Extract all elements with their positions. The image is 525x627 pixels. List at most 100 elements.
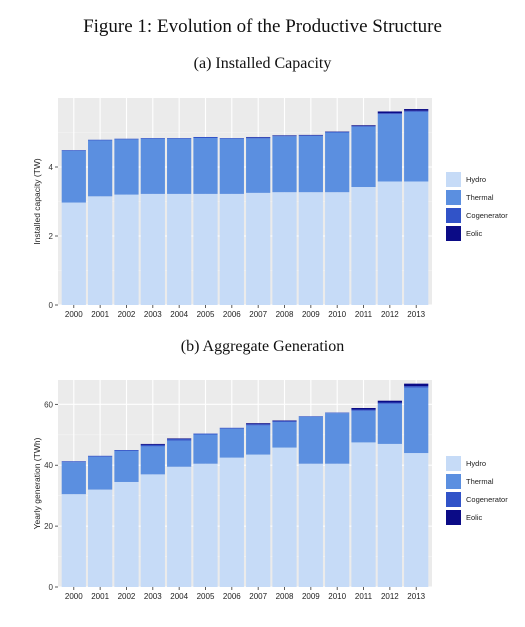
- bar-cogenerator-2007: [246, 424, 271, 426]
- bar-hydro-2009: [298, 192, 323, 305]
- bar-cogenerator-2011: [351, 125, 376, 127]
- x-tick-label-2007: 2007: [249, 310, 267, 319]
- legend-swatch-thermal: [446, 190, 461, 205]
- bar-cogenerator-2008: [272, 135, 297, 137]
- bar-hydro-2006: [219, 457, 244, 587]
- legend-label-cogenerator: Cogenerator: [466, 211, 508, 220]
- legend-label-eolic: Eolic: [466, 229, 483, 238]
- bar-thermal-2011: [351, 410, 376, 443]
- aggregate-generation-chart: 0 20 40 60 2000 2001 2002 2003 2004 2005 2006 2007 2…: [32, 380, 508, 601]
- legend-swatch-thermal: [446, 474, 461, 489]
- legend-swatch-cogenerator: [446, 208, 461, 223]
- x-tick-label-2012: 2012: [381, 310, 399, 319]
- bar-eolic-2004: [167, 438, 192, 440]
- x-tick-label-2002: 2002: [118, 592, 136, 601]
- x-tick-label-2003: 2003: [144, 592, 162, 601]
- legend-swatch-hydro: [446, 172, 461, 187]
- y-tick-label: 0: [49, 583, 54, 592]
- legend-label-thermal: Thermal: [466, 193, 494, 202]
- bar-eolic-2007: [246, 423, 271, 425]
- bar-thermal-2008: [272, 136, 297, 193]
- bar-cogenerator-2001: [88, 455, 113, 457]
- y-tick-label: 40: [44, 461, 53, 470]
- bar-cogenerator-2012: [377, 113, 402, 115]
- x-tick-label-2006: 2006: [223, 310, 241, 319]
- x-tick-label-2000: 2000: [65, 310, 83, 319]
- bar-eolic-2008: [272, 420, 297, 422]
- legend-label-cogenerator: Cogenerator: [466, 495, 508, 504]
- legend-swatch-eolic: [446, 510, 461, 525]
- x-tick-label-2006: 2006: [223, 592, 241, 601]
- installed-capacity-chart: 0 2 4 2000 2001 2002 2003 2004 2005 2006 2007 2008 2…: [32, 98, 508, 319]
- bar-cogenerator-2005: [193, 433, 218, 435]
- bar-eolic-2013: [404, 383, 429, 387]
- bar-hydro-2007: [246, 454, 271, 587]
- bar-thermal-2000: [61, 150, 86, 203]
- bar-hydro-2008: [272, 192, 297, 305]
- legend-swatch-cogenerator: [446, 492, 461, 507]
- x-tick-label-2003: 2003: [144, 310, 162, 319]
- bar-cogenerator-2009: [298, 135, 323, 136]
- bar-thermal-2004: [167, 138, 192, 194]
- bar-cogenerator-2011: [351, 409, 376, 411]
- bar-cogenerator-2003: [140, 138, 165, 139]
- bar-hydro-2005: [193, 463, 218, 587]
- bar-hydro-2001: [88, 196, 113, 305]
- bar-thermal-2010: [325, 413, 350, 464]
- bar-hydro-2003: [140, 193, 165, 305]
- bar-thermal-2007: [246, 138, 271, 193]
- bar-thermal-2001: [88, 456, 113, 490]
- bar-hydro-2012: [377, 443, 402, 587]
- bar-cogenerator-2002: [114, 450, 139, 451]
- bar-cogenerator-2004: [167, 138, 192, 139]
- bar-hydro-2010: [325, 463, 350, 587]
- bar-thermal-2008: [272, 422, 297, 448]
- bar-thermal-2007: [246, 425, 271, 455]
- bar-hydro-2004: [167, 466, 192, 587]
- bar-eolic-2011: [351, 408, 376, 410]
- legend-label-hydro: Hydro: [466, 459, 486, 468]
- legend-swatch-eolic: [446, 226, 461, 241]
- x-tick-label-2008: 2008: [276, 592, 294, 601]
- bar-hydro-2002: [114, 481, 139, 587]
- bar-hydro-2011: [351, 442, 376, 587]
- y-tick-label: 4: [49, 163, 54, 172]
- x-tick-label-2011: 2011: [355, 310, 373, 319]
- bar-cogenerator-2001: [88, 139, 113, 141]
- bar-hydro-2013: [404, 181, 429, 305]
- bar-cogenerator-2013: [404, 386, 429, 388]
- bar-cogenerator-2000: [61, 461, 86, 463]
- bar-hydro-2007: [246, 192, 271, 305]
- bar-thermal-2010: [325, 132, 350, 193]
- y-axis-label: Yearly generation (TWh): [32, 437, 42, 529]
- bar-thermal-2005: [193, 434, 218, 464]
- y-tick-label: 2: [49, 232, 54, 241]
- bar-thermal-2013: [404, 111, 429, 182]
- bar-cogenerator-2003: [140, 444, 165, 447]
- bar-thermal-2012: [377, 403, 402, 444]
- bar-hydro-2001: [88, 489, 113, 587]
- bar-cogenerator-2007: [246, 137, 271, 139]
- x-tick-label-2013: 2013: [407, 592, 425, 601]
- bar-hydro-2013: [404, 453, 429, 587]
- bar-thermal-2002: [114, 139, 139, 195]
- bar-hydro-2008: [272, 447, 297, 587]
- bar-cogenerator-2013: [404, 110, 429, 112]
- legend-label-hydro: Hydro: [466, 175, 486, 184]
- bar-hydro-2011: [351, 187, 376, 305]
- legend-label-eolic: Eolic: [466, 513, 483, 522]
- bar-cogenerator-2006: [219, 427, 244, 429]
- x-tick-label-2002: 2002: [118, 310, 136, 319]
- bar-hydro-2002: [114, 194, 139, 305]
- x-tick-label-2001: 2001: [91, 592, 109, 601]
- bar-hydro-2003: [140, 474, 165, 587]
- bar-thermal-2003: [140, 138, 165, 194]
- bar-cogenerator-2009: [298, 416, 323, 417]
- bar-thermal-2000: [61, 462, 86, 495]
- bar-eolic-2003: [140, 443, 165, 445]
- bar-eolic-2012: [377, 400, 402, 403]
- bar-thermal-2006: [219, 138, 244, 194]
- x-tick-label-2012: 2012: [381, 592, 399, 601]
- bar-hydro-2009: [298, 463, 323, 587]
- bar-cogenerator-2008: [272, 421, 297, 423]
